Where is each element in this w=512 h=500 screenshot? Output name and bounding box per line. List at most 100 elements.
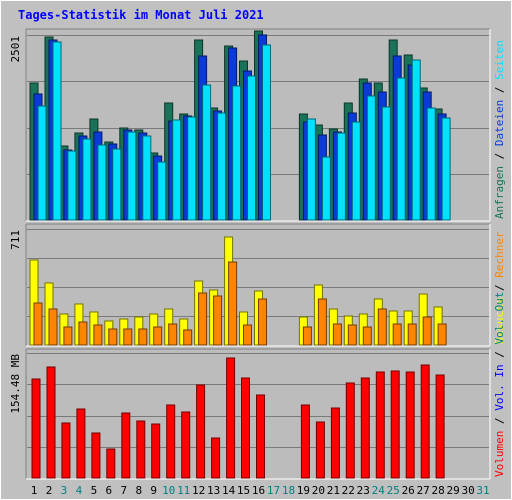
- bar-rechner-day-28: [437, 323, 447, 346]
- x-tick-label-day-25: 25: [387, 484, 400, 497]
- x-tick-label-day-12: 12: [192, 484, 205, 497]
- panel-volume-max-label: 154.48 MB: [9, 354, 22, 414]
- bar-volumen-day-25: [390, 370, 400, 479]
- bar-volumen-day-15: [241, 377, 250, 479]
- legend-separator: /: [493, 80, 506, 100]
- bar-seiten-day-26: [411, 59, 421, 221]
- x-tick-label-day-28: 28: [431, 484, 444, 497]
- legend-seiten: Seiten: [493, 40, 506, 80]
- x-tick-label-day-1: 1: [31, 484, 38, 497]
- bar-seiten-day-13: [217, 112, 227, 221]
- bar-rechner-day-20: [317, 298, 327, 346]
- bar-rechner-day-2: [48, 308, 58, 346]
- bar-seiten-day-5: [97, 144, 107, 221]
- bar-seiten-day-16: [262, 44, 271, 221]
- bar-volumen-day-24: [375, 371, 385, 479]
- bar-rechner-day-25: [392, 323, 402, 346]
- bar-rechner-day-4: [78, 321, 88, 346]
- bar-seiten-day-6: [112, 148, 122, 221]
- x-tick-label-day-22: 22: [342, 484, 355, 497]
- x-tick-label-day-21: 21: [327, 484, 340, 497]
- bar-volumen-day-22: [345, 382, 355, 479]
- legend-rechner: Rechner: [493, 231, 506, 278]
- bar-seiten-day-11: [187, 116, 197, 221]
- bar-seiten-day-1: [37, 105, 47, 221]
- chart-title: Tages-Statistik im Monat Juli 2021: [18, 8, 264, 22]
- bar-seiten-day-21: [336, 132, 346, 221]
- bar-seiten-day-9: [157, 161, 167, 221]
- bar-volumen-day-8: [136, 420, 146, 479]
- x-tick-label-day-16: 16: [252, 484, 265, 497]
- legend-volumen: Volumen: [493, 431, 506, 477]
- bar-volumen-day-14: [226, 357, 236, 479]
- bar-volumen-day-5: [91, 432, 101, 479]
- x-tick-label-day-20: 20: [312, 484, 325, 497]
- x-tick-label-day-13: 13: [207, 484, 220, 497]
- bar-volumen-day-26: [405, 371, 415, 479]
- bar-seiten-day-19: [306, 118, 316, 221]
- bar-volumen-day-16: [256, 394, 265, 479]
- bar-volumen-day-12: [196, 384, 206, 479]
- bar-volumen-day-4: [76, 408, 86, 479]
- bar-rechner-day-22: [347, 324, 357, 346]
- bar-volumen-day-21: [330, 407, 340, 479]
- bar-volumen-day-23: [360, 377, 370, 479]
- bar-rechner-day-27: [422, 316, 432, 346]
- x-tick-label-day-31: 31: [476, 484, 489, 497]
- bar-rechner-day-19: [302, 326, 312, 346]
- bar-rechner-day-6: [108, 328, 118, 346]
- panel-volume-legend: Volumen / Vol. In / Vol. Out: [493, 292, 506, 477]
- bar-rechner-day-5: [93, 324, 103, 346]
- x-tick-label-day-15: 15: [237, 484, 250, 497]
- x-tick-label-day-3: 3: [61, 484, 68, 497]
- panel-visits-legend: Besuche / Rechner: [493, 231, 506, 344]
- bar-seiten-day-4: [82, 138, 92, 221]
- legend-dateien: Dateien: [493, 100, 506, 146]
- bar-volumen-day-9: [151, 423, 161, 479]
- x-tick-label-day-9: 9: [150, 484, 157, 497]
- legend-separator: /: [493, 411, 506, 431]
- bar-volumen-day-28: [435, 374, 445, 479]
- x-tick-label-day-5: 5: [91, 484, 98, 497]
- x-tick-label-day-14: 14: [222, 484, 236, 497]
- bar-rechner-day-15: [243, 324, 252, 346]
- bar-volumen-day-20: [315, 421, 325, 479]
- x-tick-label-day-18: 18: [282, 484, 295, 497]
- bar-volumen-day-6: [106, 448, 116, 479]
- bar-rechner-day-13: [213, 295, 223, 346]
- bar-rechner-day-9: [153, 326, 163, 346]
- bar-seiten-day-23: [366, 95, 376, 221]
- legend-separator: /: [493, 146, 506, 166]
- x-tick-label-day-2: 2: [46, 484, 53, 497]
- bar-seiten-day-2: [52, 41, 62, 221]
- bar-rechner-day-3: [63, 326, 73, 346]
- x-tick-label-day-23: 23: [357, 484, 370, 497]
- x-tick-label-day-30: 30: [461, 484, 474, 497]
- x-tick-label-day-6: 6: [105, 484, 112, 497]
- x-tick-label-day-11: 11: [177, 484, 190, 497]
- bar-seiten-day-20: [321, 156, 331, 221]
- bar-rechner-day-21: [332, 323, 342, 346]
- bar-seiten-day-8: [142, 135, 152, 221]
- bar-rechner-day-11: [183, 329, 193, 346]
- bar-seiten-day-22: [351, 121, 361, 221]
- bar-rechner-day-7: [123, 328, 133, 346]
- bar-volumen-day-19: [300, 404, 310, 479]
- bar-seiten-day-10: [172, 119, 182, 221]
- bar-volumen-day-1: [31, 378, 41, 479]
- legend-vol-in: Vol. In: [493, 364, 506, 410]
- x-tick-label-day-19: 19: [297, 484, 310, 497]
- x-tick-label-day-27: 27: [417, 484, 430, 497]
- bar-rechner-day-10: [168, 323, 178, 346]
- x-tick-label-day-17: 17: [267, 484, 280, 497]
- x-tick-label-day-26: 26: [402, 484, 415, 497]
- bar-rechner-day-16: [258, 298, 267, 346]
- bar-volumen-day-3: [61, 422, 71, 479]
- legend-besuche: Besuche: [493, 298, 506, 344]
- bar-volumen-day-7: [121, 412, 131, 479]
- panel-hits-legend: Anfragen / Dateien / Seiten: [493, 40, 506, 219]
- bar-seiten-day-25: [396, 77, 406, 221]
- legend-separator: /: [493, 278, 506, 298]
- x-tick-label-day-24: 24: [372, 484, 386, 497]
